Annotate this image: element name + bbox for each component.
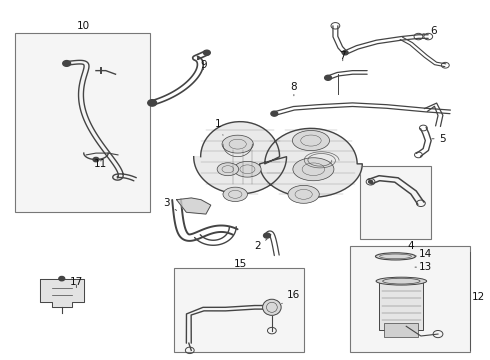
Text: 2: 2 [254,239,267,251]
Circle shape [203,50,210,55]
Text: 17: 17 [70,277,83,288]
Bar [379,281,423,329]
Circle shape [59,276,65,281]
Circle shape [93,157,99,162]
Ellipse shape [376,277,427,285]
Text: 14: 14 [415,248,432,258]
Text: 10: 10 [77,21,90,31]
Text: 15: 15 [234,259,247,269]
Ellipse shape [234,161,261,177]
Polygon shape [40,279,84,307]
Text: 4: 4 [408,241,415,251]
Text: 8: 8 [291,82,297,96]
Bar [174,268,304,352]
Ellipse shape [288,185,319,203]
Ellipse shape [293,158,334,181]
Circle shape [325,75,331,80]
Text: 11: 11 [94,159,107,169]
Circle shape [271,111,278,116]
Circle shape [264,233,270,238]
Text: 13: 13 [415,262,432,272]
Bar [350,246,470,352]
Text: 5: 5 [432,134,446,144]
Ellipse shape [222,135,253,153]
Circle shape [342,50,348,55]
Text: 1: 1 [215,120,223,135]
Ellipse shape [263,299,281,315]
Text: 6: 6 [422,26,437,36]
Bar [360,166,431,239]
Polygon shape [194,122,362,197]
Circle shape [148,100,157,106]
Bar [384,323,418,337]
Ellipse shape [375,253,416,260]
Text: 3: 3 [164,198,176,211]
Text: 16: 16 [282,290,300,304]
Ellipse shape [293,131,330,150]
Bar [15,33,150,212]
Text: 12: 12 [472,292,486,302]
Ellipse shape [223,187,247,202]
Circle shape [368,180,372,183]
Text: 7: 7 [340,51,346,61]
Polygon shape [176,198,211,214]
Circle shape [63,60,71,66]
Text: 9: 9 [200,60,207,70]
Ellipse shape [217,163,239,176]
